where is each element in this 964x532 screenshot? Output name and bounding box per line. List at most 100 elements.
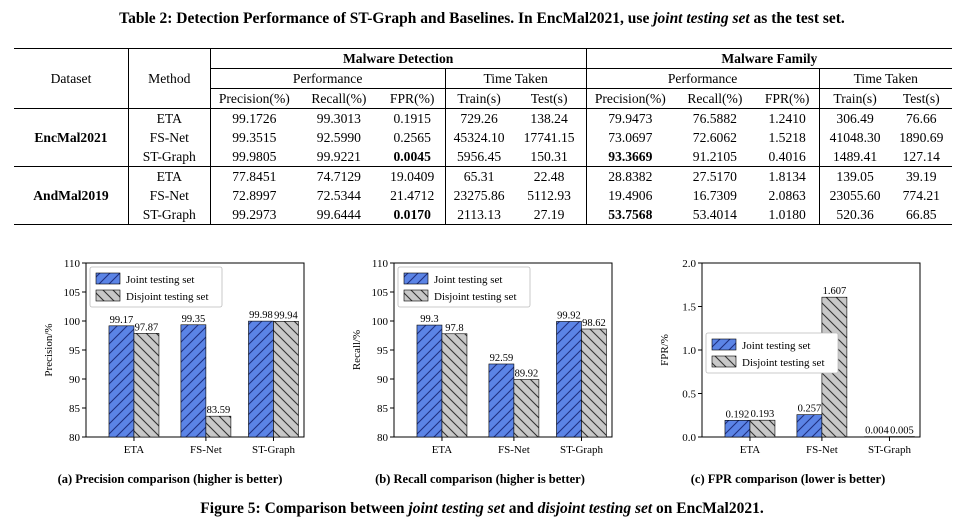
y-tick-label: 100 (64, 316, 81, 328)
bar-value-label: 99.35 (182, 314, 206, 325)
legend (397, 266, 531, 308)
value-cell: 150.31 (512, 147, 587, 167)
value-cell: 2.0863 (755, 186, 820, 205)
precision-chart: 80 85 90 95 100 105 110 Precision/% ETA 99.17 97.8… (38, 255, 308, 465)
header-malware-detection: Malware Detection (210, 48, 587, 69)
bar-disjoint (513, 379, 540, 438)
table-title: Table 2: Detection Performance of ST-Gra… (119, 10, 845, 27)
value-cell: 72.5344 (316, 188, 361, 203)
legend-label: Joint testing set (126, 274, 194, 286)
legend-swatch-joint (711, 338, 737, 351)
y-axis-label: FPR/% (659, 334, 671, 366)
method-cell: ETA (128, 166, 211, 186)
value-cell: 19.4906 (608, 188, 653, 203)
legend-label: Disjoint testing set (434, 291, 517, 303)
value-cell: 1.8134 (755, 166, 820, 186)
value-cell: 138.24 (512, 108, 587, 128)
value-cell: 774.21 (902, 188, 940, 203)
header-col: FPR(%) (755, 88, 820, 109)
value-cell: 17741.15 (512, 128, 587, 147)
value-cell: 21.4712 (379, 186, 446, 205)
bar-joint (416, 324, 443, 438)
y-axis-label: Recall/% (351, 330, 363, 370)
bar-value-label: 89.92 (515, 368, 539, 379)
bar-value-label: 97.8 (445, 323, 463, 334)
bar-joint (180, 324, 207, 438)
y-tick-label: 2.0 (682, 258, 696, 270)
figure-caption: Figure 5: Comparison between joint testi… (200, 500, 764, 517)
bar-value-label: 99.3 (420, 314, 438, 325)
bar-joint (248, 320, 274, 438)
value-cell: 27.19 (512, 205, 587, 225)
method-cell: ETA (128, 108, 211, 128)
chart-svg: 80 85 90 95 100 105 110 Precision/% ETA 99.1797.8… (43, 258, 305, 456)
legend-swatch-disjoint (95, 289, 121, 302)
value-cell: 729.26 (445, 108, 513, 128)
value-cell: 1.0180 (755, 205, 820, 225)
y-tick-label: 110 (372, 258, 389, 270)
value-cell: 99.3515 (232, 130, 277, 145)
value-cell: 53.4014 (674, 205, 756, 225)
y-tick-label: 85 (69, 403, 81, 415)
header-mf-time: Time Taken (819, 68, 952, 89)
method-cell: FS-Net (128, 186, 211, 205)
header-malware-family: Malware Family (586, 48, 952, 69)
chart-svg: 0.0 0.5 1.0 1.5 2.0 FPR/% ETA 0.192 0.193 FS-Net 0… (659, 258, 921, 456)
header-col: Train(s) (457, 91, 501, 106)
y-tick-label: 95 (69, 345, 81, 357)
bar-value-label: 98.62 (582, 318, 606, 329)
header-mf-performance: Performance (586, 68, 820, 89)
x-tick-label: ETA (124, 444, 145, 456)
value-cell: 66.85 (890, 205, 952, 225)
y-tick-label: 110 (64, 258, 81, 270)
dataset-cell: AndMal2019 (14, 166, 129, 225)
value-cell: 72.8997 (232, 188, 277, 203)
value-cell: 99.1726 (210, 108, 299, 128)
y-tick-label: 85 (377, 403, 389, 415)
chart-svg: 80 85 90 95 100 105 110 Recall/% ETA 99.3 97.8 FS-N… (351, 258, 613, 456)
value-cell: 1.5218 (755, 128, 820, 147)
value-cell: 0.2565 (379, 128, 446, 147)
bar-value-label: 99.92 (557, 310, 581, 321)
header-md-performance: Performance (210, 68, 446, 89)
recall-chart: 80 85 90 95 100 105 110 Recall/% ETA 99.3 97.8 FS-N… (346, 255, 616, 465)
legend-swatch-joint (403, 272, 429, 285)
legend-label: Disjoint testing set (126, 291, 209, 303)
header-col: Train(s) (833, 91, 877, 106)
value-cell: 5956.45 (456, 149, 502, 164)
legend-swatch-disjoint (711, 355, 737, 368)
x-tick-label: ST-Graph (868, 444, 911, 456)
y-tick-label: 105 (64, 287, 81, 299)
legend-label: Disjoint testing set (742, 357, 825, 369)
x-tick-label: FS-Net (498, 444, 530, 456)
value-cell: 93.3669 (608, 149, 653, 164)
header-col: Test(s) (512, 88, 587, 109)
y-tick-label: 0.0 (682, 432, 696, 444)
bar-disjoint (273, 321, 299, 438)
legend-label: Joint testing set (742, 340, 810, 352)
value-cell: 99.9805 (232, 149, 277, 164)
legend (705, 332, 839, 374)
value-cell: 45324.10 (453, 130, 505, 145)
value-cell: 0.4016 (755, 147, 820, 167)
y-tick-label: 95 (377, 345, 389, 357)
bar-value-label: 1.607 (823, 286, 847, 297)
value-cell: 23275.86 (453, 188, 505, 203)
bar-disjoint (441, 333, 468, 438)
header-col: Recall(%) (687, 91, 743, 106)
bar-value-label: 0.005 (890, 426, 914, 437)
caption-b: (b) Recall comparison (higher is better) (375, 472, 585, 486)
bar-disjoint (581, 328, 607, 438)
header-dataset: Dataset (14, 48, 129, 109)
method-cell: ST-Graph (128, 147, 211, 167)
y-tick-label: 105 (372, 287, 389, 299)
y-tick-label: 0.5 (682, 389, 696, 401)
method-cell: ST-Graph (128, 205, 211, 225)
bar-joint (556, 321, 582, 438)
bar-value-label: 97.87 (135, 322, 159, 333)
value-cell: 16.7309 (692, 188, 737, 203)
bar-value-label: 0.193 (751, 409, 775, 420)
value-cell: 1489.41 (832, 149, 878, 164)
bar-disjoint (749, 419, 776, 438)
header-method: Method (128, 48, 211, 109)
